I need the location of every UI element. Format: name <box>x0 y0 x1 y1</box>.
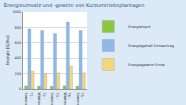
svg-text:Energieinput: Energieinput <box>128 25 151 29</box>
svg-text:0: 0 <box>19 87 21 91</box>
svg-text:Energiegehalt Ernteertrag: Energiegehalt Ernteertrag <box>128 44 174 48</box>
svg-text:T2 -Winterernte Pappel: T2 -Winterernte Pappel <box>37 91 46 105</box>
svg-text:Energie [GJ/ha]: Energie [GJ/ha] <box>5 35 10 66</box>
svg-text:T3 -Sommerernte Weide: T3 -Sommerernte Weide <box>50 91 59 105</box>
svg-text:Energiegewinn Ernte: Energiegewinn Ernte <box>128 63 164 67</box>
svg-text:1000: 1000 <box>12 10 21 14</box>
svg-text:T5 -Sommerernte Robinie: T5 -Sommerernte Robinie <box>76 91 85 105</box>
svg-text:400: 400 <box>15 56 22 60</box>
svg-text:T1 -Sommerernte Pappel: T1 -Sommerernte Pappel <box>24 91 33 105</box>
svg-text:800: 800 <box>15 26 22 30</box>
svg-text:Energieumsatz und -gewinn von: Energieumsatz und -gewinn von Kurzumtrie… <box>4 2 145 9</box>
svg-text:T4 -Winterernte Weide: T4 -Winterernte Weide <box>63 91 72 105</box>
svg-text:200: 200 <box>15 72 22 76</box>
svg-text:600: 600 <box>15 41 22 45</box>
